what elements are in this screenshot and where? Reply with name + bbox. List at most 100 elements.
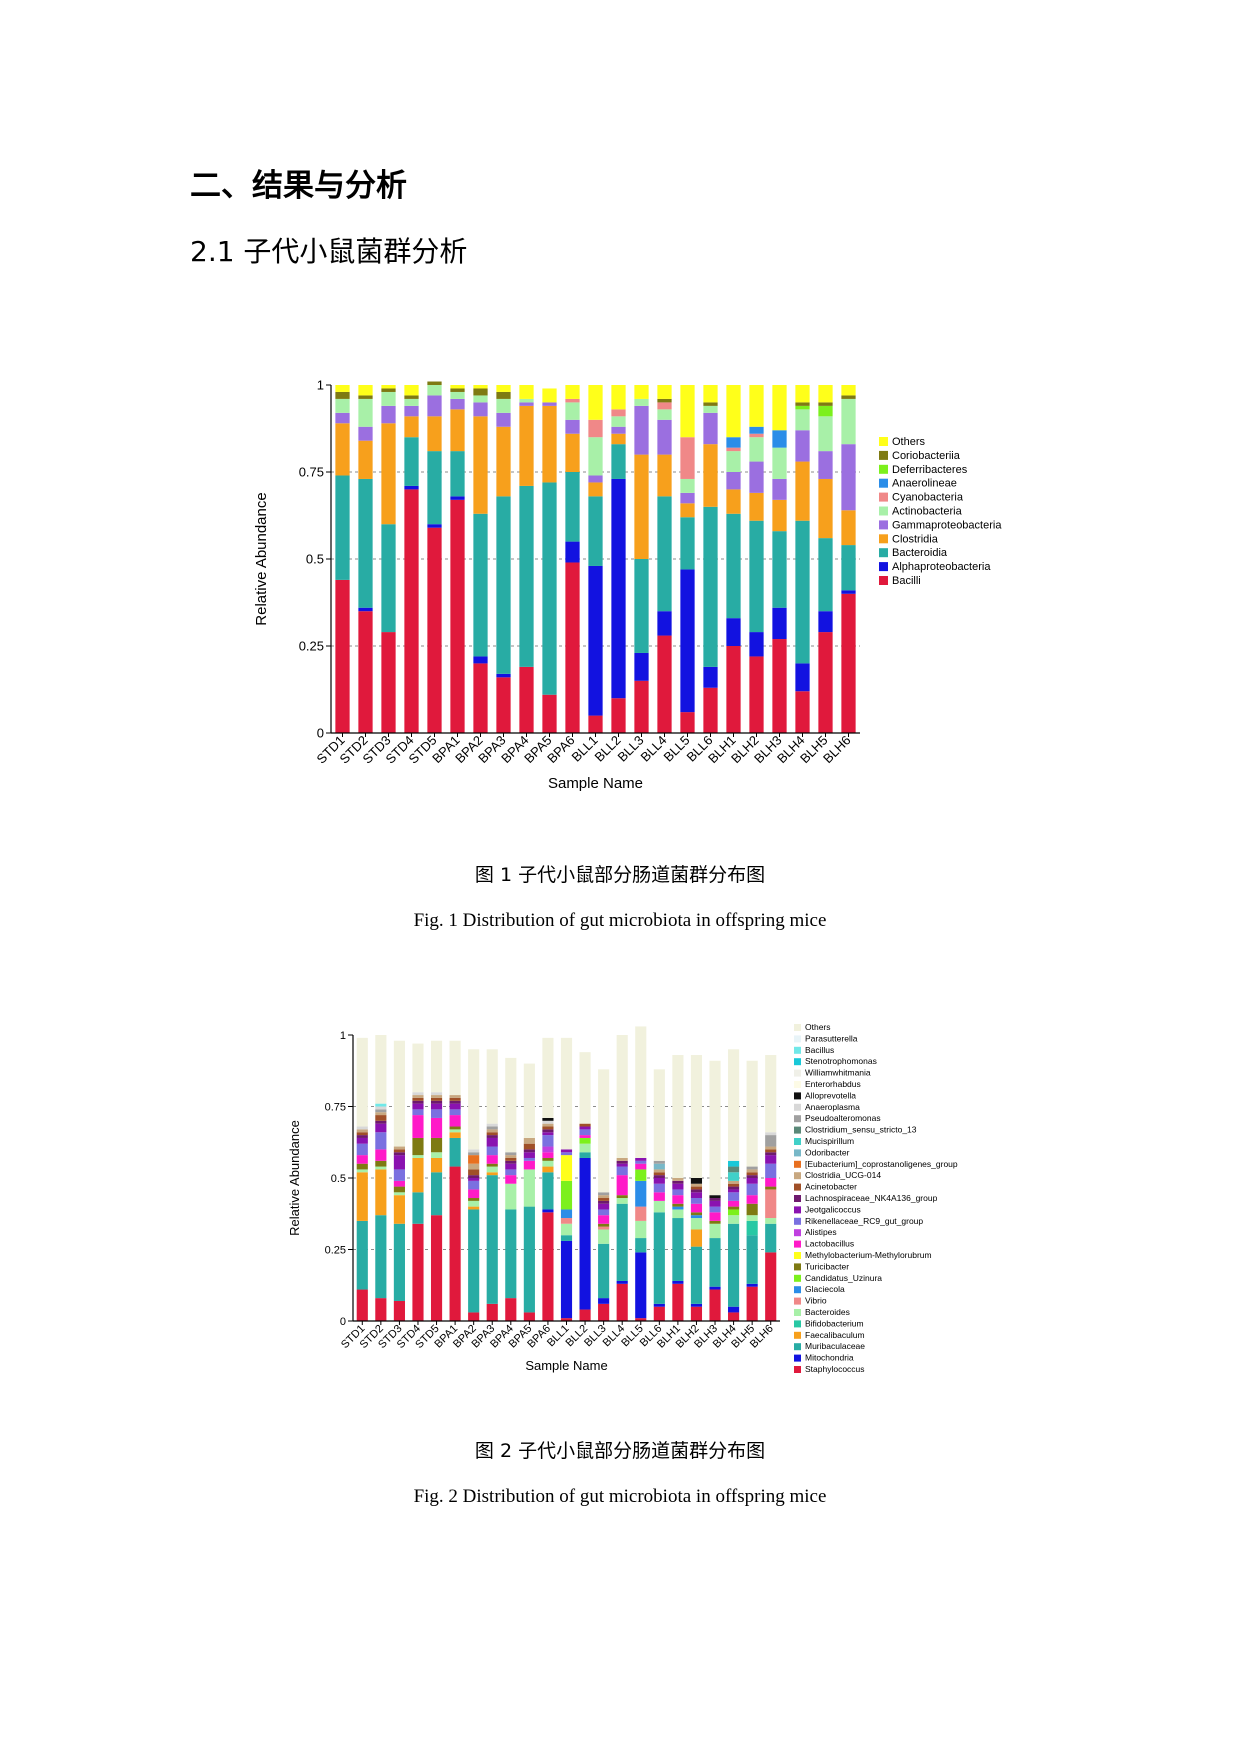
legend-swatch xyxy=(794,1309,801,1316)
bar-segment xyxy=(404,489,419,733)
bar-segment xyxy=(486,1146,498,1156)
bar-segment xyxy=(657,419,672,455)
bar-segment xyxy=(635,1163,647,1170)
bar-segment xyxy=(473,402,488,417)
bar-segment xyxy=(449,1109,461,1116)
bar-segment xyxy=(505,1155,517,1158)
bar-segment xyxy=(653,1183,665,1193)
bar-segment xyxy=(542,1135,554,1147)
figure-1-chart: 00.250.50.751STD1STD2STD3STD4STD5BPA1BPA… xyxy=(253,378,1002,792)
bar-segment xyxy=(709,1212,721,1221)
bar-segment xyxy=(616,1157,628,1161)
bar-segment xyxy=(709,1195,721,1199)
bar-segment xyxy=(672,1195,684,1204)
bar-segment xyxy=(412,1103,424,1110)
bar-segment xyxy=(690,1303,703,1307)
bar-segment xyxy=(358,398,373,427)
bar-segment xyxy=(772,499,787,532)
bar-segment xyxy=(841,593,856,733)
bar-segment xyxy=(393,1300,405,1321)
bar-segment xyxy=(728,1209,740,1216)
bar-segment xyxy=(728,1049,740,1161)
legend-label: Faecalibaculum xyxy=(805,1330,865,1340)
bar-segment xyxy=(772,430,787,448)
bar-segment xyxy=(412,1043,424,1093)
bar-segment xyxy=(765,1146,777,1150)
bar-segment xyxy=(375,1035,387,1104)
bar-segment xyxy=(772,531,787,608)
bar-segment xyxy=(486,1135,498,1138)
legend-label: Jeotgalicoccus xyxy=(805,1204,861,1214)
bar-segment xyxy=(598,1192,610,1196)
bar-segment xyxy=(657,385,672,399)
bar-segment xyxy=(430,1097,443,1101)
bar-segment xyxy=(728,1215,740,1224)
legend-label: Clostridia_UCG-014 xyxy=(805,1170,881,1180)
bar-segment xyxy=(430,1092,443,1096)
legend-label: Parasutterella xyxy=(805,1033,858,1043)
bar-segment xyxy=(560,1037,573,1150)
legend-label: Mucispirillum xyxy=(805,1136,854,1146)
bar-segment xyxy=(356,1172,368,1221)
bar-segment xyxy=(588,419,603,438)
legend-swatch xyxy=(794,1263,801,1271)
bar-segment xyxy=(393,1192,405,1196)
bar-segment xyxy=(598,1069,610,1193)
bar-segment xyxy=(358,385,373,396)
legend-label: Anaeroplasma xyxy=(805,1102,860,1112)
bar-segment xyxy=(818,385,833,403)
bar-segment xyxy=(560,1149,573,1153)
bar-segment xyxy=(765,1163,777,1178)
bar-segment xyxy=(616,1166,628,1176)
y-tick-label: 0.25 xyxy=(299,639,324,654)
legend-label: Lachnospiraceae_NK4A136_group xyxy=(805,1193,938,1203)
legend-swatch xyxy=(794,1138,801,1145)
bar-segment xyxy=(450,451,465,497)
bar-segment xyxy=(765,1186,777,1190)
legend-swatch xyxy=(794,1240,801,1248)
legend-swatch xyxy=(879,478,888,488)
bar-segment xyxy=(657,611,672,636)
bar-segment xyxy=(427,385,442,396)
bar-segment xyxy=(726,437,741,448)
bar-segment xyxy=(468,1049,480,1150)
bar-segment xyxy=(765,1055,777,1133)
bar-segment xyxy=(611,426,626,434)
bar-segment xyxy=(450,385,465,389)
bar-segment xyxy=(703,666,718,688)
bar-segment xyxy=(450,409,465,452)
bar-segment xyxy=(427,381,442,385)
legend-label: Alloprevotella xyxy=(805,1090,856,1100)
bar-segment xyxy=(634,398,649,406)
bar-segment xyxy=(519,485,534,667)
bar-segment xyxy=(542,1120,554,1124)
bar-segment xyxy=(653,1069,665,1161)
bar-segment xyxy=(841,398,856,445)
bar-segment xyxy=(653,1172,665,1176)
bar-segment xyxy=(505,1169,517,1176)
bar-segment xyxy=(616,1283,628,1321)
bar-segment xyxy=(505,1209,517,1299)
bar-segment xyxy=(449,1137,461,1167)
bar-segment xyxy=(542,482,557,695)
bar-segment xyxy=(680,385,695,438)
bar-segment xyxy=(579,1137,591,1144)
legend-swatch xyxy=(794,1092,801,1100)
bar-segment xyxy=(746,1060,758,1167)
bar-segment xyxy=(703,405,718,413)
figure-1-caption-zh: 图 1 子代小鼠部分肠道菌群分布图 xyxy=(474,864,766,886)
bar-segment xyxy=(746,1178,758,1184)
bar-segment xyxy=(496,391,511,399)
bar-segment xyxy=(588,715,603,733)
bar-segment xyxy=(523,1143,535,1150)
bar-segment xyxy=(473,513,488,657)
figure-2-chart: 00.250.50.751STD1STD2STD3STD4STD5BPA1BPA… xyxy=(287,1022,958,1374)
bar-segment xyxy=(542,694,557,733)
bar-segment xyxy=(588,385,603,420)
bar-segment xyxy=(560,1155,573,1181)
bar-segment xyxy=(728,1180,740,1184)
bar-segment xyxy=(375,1298,387,1321)
bar-segment xyxy=(565,398,580,403)
bar-segment xyxy=(430,1152,443,1158)
bar-segment xyxy=(746,1220,758,1236)
